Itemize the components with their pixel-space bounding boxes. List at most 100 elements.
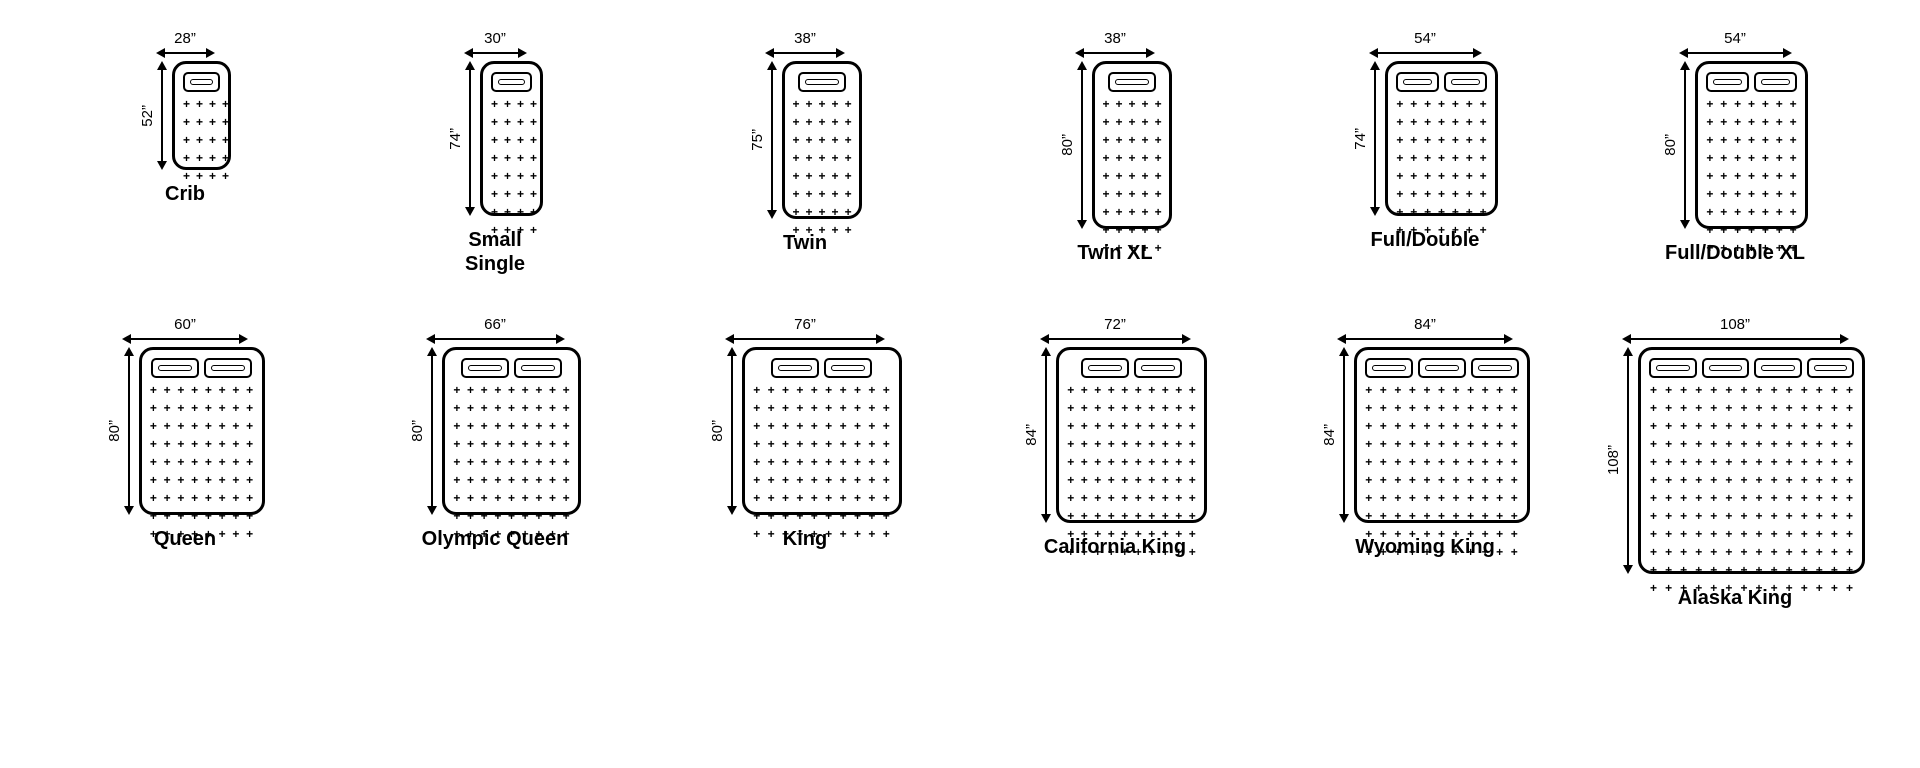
quilt-plus-icon: + (1135, 510, 1142, 522)
quilt-plus-icon: + (1438, 384, 1445, 396)
quilt-plus-icon: + (504, 188, 511, 200)
quilt-plus-icon: + (832, 206, 839, 218)
quilt-plus-icon: + (832, 116, 839, 128)
quilt-plus-icon: + (183, 170, 190, 182)
width-label: 108” (1720, 316, 1750, 333)
quilt-plus-icon: + (1695, 510, 1702, 522)
quilt-plus-icon: + (825, 510, 832, 522)
quilt-plus-icon: + (1725, 420, 1732, 432)
quilt-plus-icon: + (1365, 510, 1372, 522)
quilt-plus-icon: + (467, 402, 474, 414)
quilt-plus-icon: + (1135, 474, 1142, 486)
quilt-plus-icon: + (1846, 474, 1853, 486)
quilt-plus-icon: + (1748, 206, 1755, 218)
quilt-plus-icon: + (481, 402, 488, 414)
quilt-plus-icon: + (793, 188, 800, 200)
quilt-plus-icon: + (1756, 546, 1763, 558)
quilt-plus-icon: + (1786, 546, 1793, 558)
quilt-plus-icon: + (819, 116, 826, 128)
quilt-plus-icon: + (219, 384, 226, 396)
quilt-plus-icon: + (868, 456, 875, 468)
quilt-plus-icon: + (164, 438, 171, 450)
quilt-plus-icon: + (191, 456, 198, 468)
quilt-plus-icon: + (1148, 456, 1155, 468)
quilt-plus-icon: + (1831, 384, 1838, 396)
quilt-plus-icon: + (768, 420, 775, 432)
height-dimension: 80” (1662, 61, 1689, 229)
quilt-plus-icon: + (1511, 438, 1518, 450)
quilt-plus-icon: + (191, 492, 198, 504)
quilt-plus-icon: + (1650, 474, 1657, 486)
quilt-plus-icon: + (1189, 456, 1196, 468)
quilt-plus-icon: + (1748, 170, 1755, 182)
quilt-plus-icon: + (753, 528, 760, 540)
quilt-plus-icon: + (1650, 546, 1657, 558)
quilt-plus-icon: + (1695, 546, 1702, 558)
quilt-plus-icon: + (1816, 438, 1823, 450)
quilt-plus-icon: + (164, 510, 171, 522)
quilt-plus-icon: + (825, 474, 832, 486)
width-arrow-icon (426, 335, 565, 343)
quilt-plus-icon: + (508, 402, 515, 414)
quilt-plus-icon: + (1801, 420, 1808, 432)
quilt-plus-icon: + (1094, 492, 1101, 504)
mattress-name: California King (1044, 535, 1186, 559)
quilt-plus-icon: + (806, 134, 813, 146)
quilt-plus-icon: + (205, 492, 212, 504)
quilt-plus-icon: + (1846, 438, 1853, 450)
quilt-plus-icon: + (481, 384, 488, 396)
quilt-plus-icon: + (825, 456, 832, 468)
quilt-plus-icon: + (1189, 528, 1196, 540)
quilt-plus-icon: + (1067, 420, 1074, 432)
quilt-plus-icon: + (535, 438, 542, 450)
quilt-plus-icon: + (854, 510, 861, 522)
quilt-plus-icon: + (1816, 546, 1823, 558)
quilt-plus-icon: + (481, 456, 488, 468)
quilt-plus-icon: + (1680, 420, 1687, 432)
quilt-plus-icon: + (768, 456, 775, 468)
quilt-plus-icon: + (196, 170, 203, 182)
quilt-plus-icon: + (825, 492, 832, 504)
mattress-cell-olympic-queen: 66”80”++++++++++++++++++++++++++++++++++… (350, 316, 640, 610)
height-label: 80” (106, 420, 123, 442)
quilt-plus-icon: + (1776, 134, 1783, 146)
quilt-plus-icon: + (1756, 384, 1763, 396)
quilt-plus-icon: + (1067, 510, 1074, 522)
quilt-plus-icon: + (1438, 98, 1445, 110)
quilt-plus-icon: + (1162, 438, 1169, 450)
height-label: 74” (1352, 128, 1369, 150)
quilt-plus-icon: + (535, 474, 542, 486)
quilt-plus-icon: + (1846, 456, 1853, 468)
quilt-plus-icon: + (1846, 402, 1853, 414)
quilt-plus-icon: + (1467, 456, 1474, 468)
height-label: 84” (1321, 424, 1338, 446)
quilt-plus-icon: + (1467, 402, 1474, 414)
width-dimension: 28” (156, 30, 215, 57)
mattress-cell-twin: 38”75”++++++++++++++++++++++++++++++++++… (660, 30, 950, 276)
quilt-plus-icon: + (1816, 456, 1823, 468)
height-arrow-icon (466, 61, 474, 216)
quilt-plus-icon: + (1771, 528, 1778, 540)
pillow-icon (798, 72, 846, 92)
quilt-plus-icon: + (1776, 170, 1783, 182)
quilt-plus-icon: + (150, 474, 157, 486)
quilt-plus-icon: + (1695, 384, 1702, 396)
quilt-plus-icon: + (246, 438, 253, 450)
pillows (1706, 72, 1797, 92)
quilt-plus-icon: + (205, 510, 212, 522)
quilt-plus-icon: + (1511, 528, 1518, 540)
quilt-plus-icon: + (1438, 134, 1445, 146)
height-arrow-icon (768, 61, 776, 219)
width-dimension: 38” (1075, 30, 1155, 57)
quilt-plus-icon: + (177, 438, 184, 450)
quilt-plus-icon: + (1786, 438, 1793, 450)
quilt-plus-icon: + (1816, 528, 1823, 540)
quilt-plus-icon: + (1142, 188, 1149, 200)
quilt-plus-icon: + (1786, 528, 1793, 540)
quilt-plus-icon: + (1129, 170, 1136, 182)
quilt-plus-icon: + (1695, 438, 1702, 450)
quilt-plus-icon: + (219, 492, 226, 504)
quilt-plus-icon: + (1650, 438, 1657, 450)
quilt-plus-icon: + (782, 492, 789, 504)
quilt-plus-icon: + (819, 188, 826, 200)
